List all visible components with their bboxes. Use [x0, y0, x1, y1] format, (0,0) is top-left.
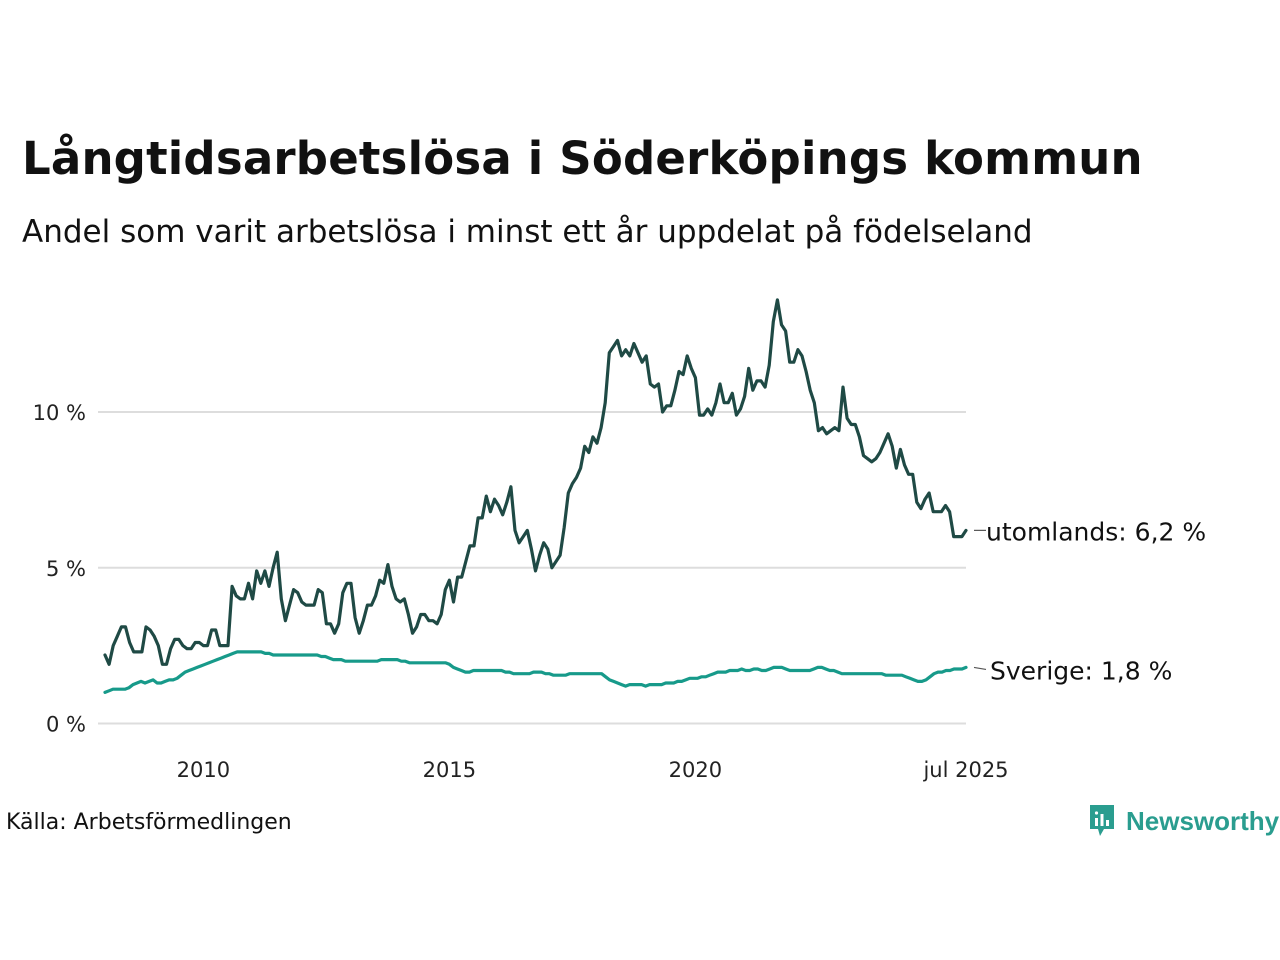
end-label-connector: [973, 666, 987, 671]
end-label-utomlands: utomlands: 6,2 %: [986, 517, 1206, 546]
end-labels: utomlands: 6,2 % Sverige: 1,8 %: [973, 517, 1206, 685]
series-line-utomlands: [103, 298, 968, 666]
chart-subtitle: Andel som varit arbetslösa i minst ett å…: [22, 214, 1033, 250]
x-tick-label: 2015: [423, 758, 476, 782]
axis-labels: 0 % 5 % 10 % 2010 2015 2020 jul 2025: [33, 401, 1009, 782]
newsworthy-logo-icon: [1090, 805, 1114, 836]
newsworthy-wordmark: Newsworthy: [1126, 805, 1280, 836]
chart-title: Långtidsarbetslösa i Söderköpings kommun: [22, 132, 1143, 185]
series-line-sverige: [103, 650, 968, 694]
source-note: Källa: Arbetsförmedlingen: [6, 810, 292, 835]
y-tick-label: 5 %: [46, 557, 86, 581]
x-tick-label: jul 2025: [922, 758, 1008, 782]
series-lines: [103, 298, 968, 694]
newsworthy-logo[interactable]: Newsworthy: [1088, 803, 1279, 839]
y-tick-label: 0 %: [46, 713, 86, 737]
end-label-sverige: Sverige: 1,8 %: [990, 656, 1172, 685]
gridlines: [98, 411, 966, 725]
x-tick-label: 2010: [177, 758, 230, 782]
y-tick-label: 10 %: [33, 401, 86, 425]
x-tick-label: 2020: [669, 758, 722, 782]
